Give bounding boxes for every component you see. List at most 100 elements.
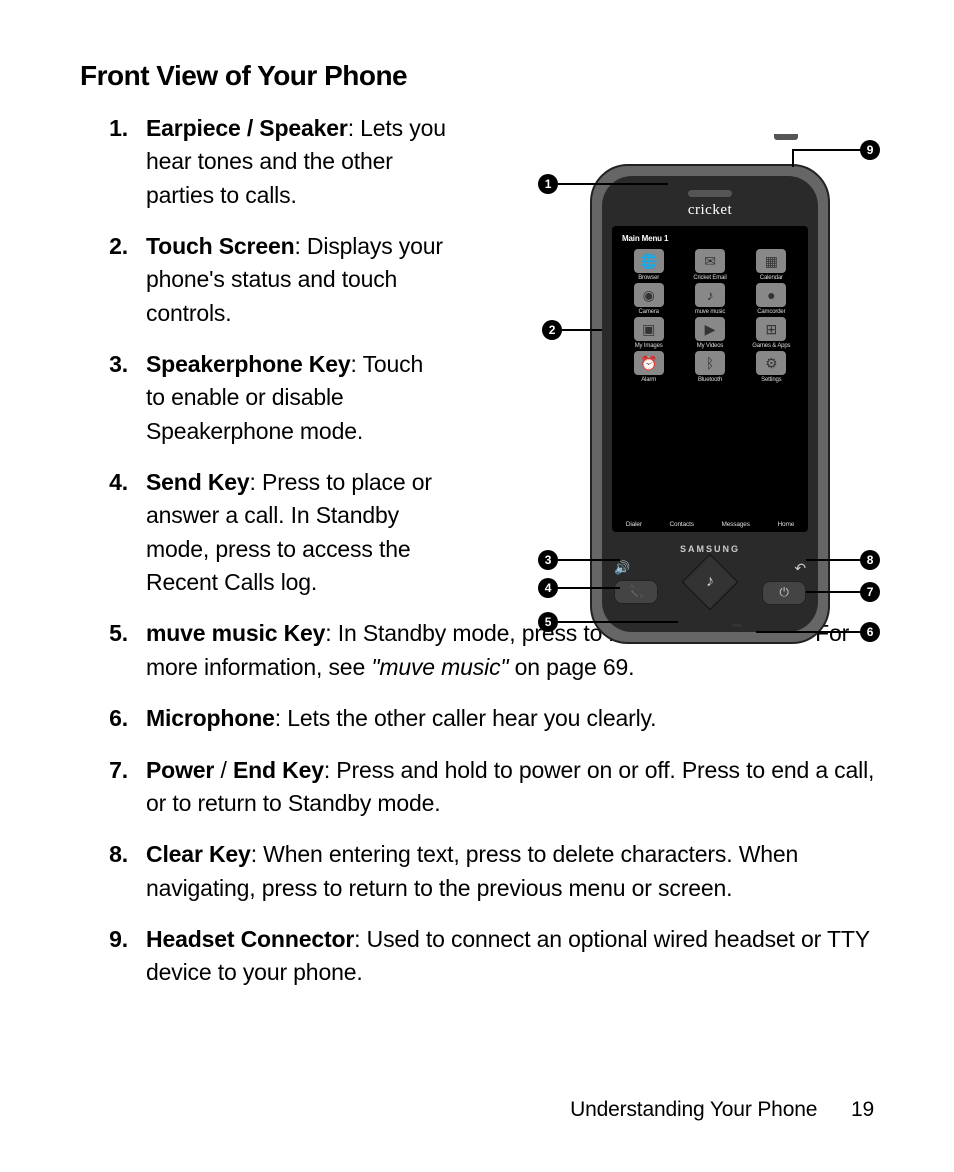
callout-6: 6 [860, 622, 880, 642]
phone-diagram: cricket Main Menu 1 🌐Browser✉Cricket Ema… [524, 134, 894, 664]
feature-item-6: 6.Microphone: Lets the other caller hear… [80, 702, 884, 735]
app-icon: 🌐 [634, 249, 664, 273]
item-body: Speakerphone Key: Touch to enable or dis… [146, 348, 446, 448]
app-label: Camcorder [741, 309, 802, 315]
item-term: Touch Screen [146, 233, 294, 259]
softkey: Contacts [669, 521, 693, 528]
item-term: Headset Connector [146, 926, 354, 952]
item-number: 4. [80, 466, 146, 599]
item-term: Earpiece / Speaker [146, 115, 348, 141]
item-body: Power / End Key: Press and hold to power… [146, 754, 884, 821]
item-number: 8. [80, 838, 146, 905]
softkey: Home [777, 521, 794, 528]
phone-body: cricket Main Menu 1 🌐Browser✉Cricket Ema… [590, 164, 830, 644]
item-body: Send Key: Press to place or answer a cal… [146, 466, 446, 599]
app-label: Bluetooth [679, 377, 740, 383]
item-number: 2. [80, 230, 146, 330]
app-cell: 🌐 Browser [618, 249, 679, 281]
app-label: Alarm [618, 377, 679, 383]
item-desc: : Lets the other caller hear you clearly… [275, 705, 657, 731]
item-term-2: End Key [233, 757, 324, 783]
callout-5: 5 [538, 612, 558, 632]
app-grid: 🌐 Browser ✉ Cricket Email ▦ Calendar ◉ Camera ♪ m… [616, 245, 804, 387]
callout-9: 9 [860, 140, 880, 160]
app-cell: ▶ My Videos [679, 317, 740, 349]
app-cell: ⚙ Settings [741, 351, 802, 383]
app-cell: ♪ muve music [679, 283, 740, 315]
app-label: My Images [618, 343, 679, 349]
app-icon: ▦ [756, 249, 786, 273]
power-end-key: ⏻ [762, 581, 806, 605]
callout-4: 4 [538, 578, 558, 598]
item-body: Earpiece / Speaker: Lets you hear tones … [146, 112, 446, 212]
item-number: 7. [80, 754, 146, 821]
app-cell: ◉ Camera [618, 283, 679, 315]
item-body: Microphone: Lets the other caller hear y… [146, 702, 884, 735]
app-cell: ⊞ Games & Apps [741, 317, 802, 349]
app-icon: ▶ [695, 317, 725, 341]
feature-item-7: 7.Power / End Key: Press and hold to pow… [80, 754, 884, 821]
item-number: 6. [80, 702, 146, 735]
app-label: Camera [618, 309, 679, 315]
speakerphone-icon: 🔊 [614, 560, 630, 576]
carrier-logo: cricket [602, 202, 818, 219]
item-number: 5. [80, 617, 146, 684]
item-number: 3. [80, 348, 146, 448]
app-icon: ᛒ [695, 351, 725, 375]
page-number: 19 [851, 1098, 874, 1121]
leader-9 [792, 149, 860, 151]
app-label: Games & Apps [741, 343, 802, 349]
app-icon: ▣ [634, 317, 664, 341]
leader-4 [558, 587, 620, 589]
item-term: Speakerphone Key [146, 351, 351, 377]
app-icon: ◉ [634, 283, 664, 307]
feature-item-8: 8.Clear Key: When entering text, press t… [80, 838, 884, 905]
softkey: Dialer [626, 521, 642, 528]
softkey: Messages [721, 521, 749, 528]
term-sep: / [214, 757, 233, 783]
callout-8: 8 [860, 550, 880, 570]
app-icon: ✉ [695, 249, 725, 273]
app-icon: ⊞ [756, 317, 786, 341]
item-term: Clear Key [146, 841, 251, 867]
app-label: Cricket Email [679, 275, 740, 281]
headset-jack [774, 134, 798, 140]
hardware-key-row: 🔊 📞 ♪ ↶ ⏻ [614, 560, 806, 604]
page-footer: Understanding Your Phone 19 [570, 1098, 874, 1122]
app-icon: ♪ [695, 283, 725, 307]
app-label: muve music [679, 309, 740, 315]
muve-music-key: ♪ [682, 554, 739, 611]
item-body: Touch Screen: Displays your phone's stat… [146, 230, 446, 330]
feature-item-9: 9.Headset Connector: Used to connect an … [80, 923, 884, 990]
item-number: 9. [80, 923, 146, 990]
app-cell: ⏰ Alarm [618, 351, 679, 383]
section-title: Front View of Your Phone [80, 60, 884, 92]
clear-key-icon: ↶ [794, 560, 806, 577]
leader-2 [562, 329, 602, 331]
microphone-hole [732, 624, 742, 627]
phone-screen: Main Menu 1 🌐Browser✉Cricket Email▦Calen… [612, 226, 808, 532]
app-icon: ⚙ [756, 351, 786, 375]
footer-section: Understanding Your Phone [570, 1098, 817, 1121]
app-cell: ●Camcorder [741, 283, 802, 315]
leader-5 [558, 621, 678, 623]
item-number: 1. [80, 112, 146, 212]
item-cross-ref: "muve music" [371, 654, 508, 680]
app-icon: ⏰ [634, 351, 664, 375]
leader-9b [792, 149, 794, 167]
app-cell: ▣ My Images [618, 317, 679, 349]
app-label: Browser [618, 275, 679, 281]
leader-3 [558, 559, 620, 561]
app-label: Calendar [741, 275, 802, 281]
callout-3: 3 [538, 550, 558, 570]
callout-2: 2 [542, 320, 562, 340]
phone-brand: SAMSUNG [602, 544, 818, 554]
app-label: My Videos [679, 343, 740, 349]
app-label: Settings [741, 377, 802, 383]
item-term: muve music Key [146, 620, 325, 646]
item-term: Power [146, 757, 214, 783]
item-body: Headset Connector: Used to connect an op… [146, 923, 884, 990]
item-body: Clear Key: When entering text, press to … [146, 838, 884, 905]
item-term: Microphone [146, 705, 275, 731]
callout-1: 1 [538, 174, 558, 194]
